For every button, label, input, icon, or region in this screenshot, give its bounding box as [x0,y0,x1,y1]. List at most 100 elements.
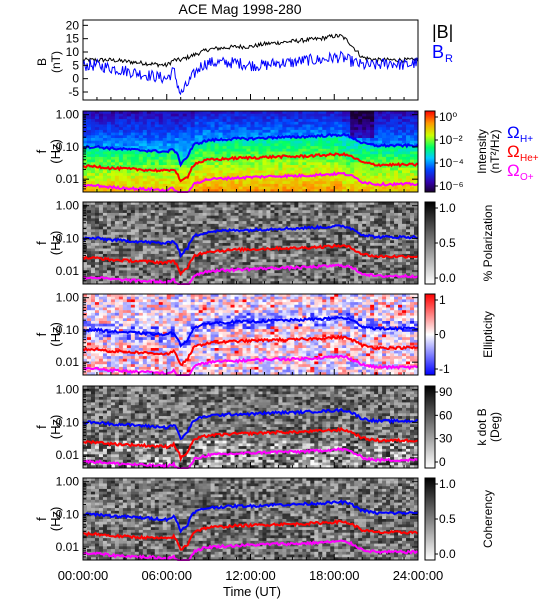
spectrogram-cell [190,229,196,233]
spectrogram-cell [346,202,351,206]
spectrogram-cell [98,215,104,219]
spectrogram-cell [126,127,132,131]
spectrogram-cell [90,116,96,120]
spectrogram-cell [146,243,152,247]
spectrogram-cell [134,267,140,271]
spectrogram-cell [402,186,407,190]
spectrogram-cell [106,212,112,217]
spectrogram-cell [290,240,295,244]
spectrogram-cell [186,278,192,282]
spectrogram-cell [382,178,387,182]
spectrogram-cell [178,248,184,252]
spectrogram-cell [206,119,212,123]
spectrogram-cell [258,170,263,174]
spectrogram-cell [182,167,188,171]
spectrogram-cell [270,162,275,166]
spectrogram-cell [126,218,132,222]
spectrogram-cell [170,175,176,179]
spectrogram-cell [118,124,124,128]
spectrogram-cell [182,151,188,155]
spectrogram-cell [178,210,184,214]
spectrogram-cell [366,151,371,155]
spectrogram-cell [154,267,160,271]
spectrogram-cell [194,232,200,236]
spectrogram-cell [150,178,156,182]
spectrogram-cell [306,116,311,120]
spectrogram-cell [394,237,399,241]
spectrogram-cell [122,253,128,258]
spectrogram-cell [154,146,160,150]
spectrogram-cell [202,140,208,144]
spectrogram-cell [190,215,196,219]
spectrogram-cell [322,212,327,217]
spectrogram-cell [290,229,295,233]
spectrogram-cell [146,256,152,260]
spectrogram-cell [118,202,124,206]
spectrogram-cell [318,124,323,128]
spectrogram-cell [318,156,323,160]
spectrogram-cell [158,210,164,214]
spectrogram-cell [110,165,116,169]
spectrogram-cell [86,218,92,222]
spectrogram-cell [234,167,239,171]
spectrogram-cell [302,267,307,271]
spectrogram-cell [290,243,295,247]
spectrogram-cell [110,226,116,230]
spectrogram-cell [150,119,156,123]
spectrogram-cell [290,165,295,169]
spectrogram-cell [158,267,164,271]
spectrogram-cell [338,116,343,120]
spectrogram-cell [366,215,371,219]
spectrogram-cell [282,119,287,123]
spectrogram-cell [326,124,331,128]
spectrogram-cell [154,237,160,241]
spectrogram-cell [302,178,307,182]
spectrogram-cell [298,121,303,125]
spectrogram-cell [310,119,315,123]
spectrogram-cell [342,162,347,166]
spectrogram-cell [130,262,136,266]
spectrogram-cell [334,267,339,271]
spectrogram-cell [258,243,263,247]
spectrogram-cell [134,243,140,247]
spectrogram-cell [382,256,387,260]
spectrogram-cell [318,146,323,150]
spectrogram-cell [330,111,335,115]
spectrogram-cell [210,124,216,128]
spectrogram-cell [398,124,403,128]
spectrogram-cell [378,113,383,117]
spectrogram-cell [314,270,319,274]
spectrogram-cell [130,111,136,115]
spectrogram-cell [202,234,208,238]
spectrogram-cell [326,151,331,155]
spectrogram-cell [238,202,243,206]
spectrogram-cell [146,156,152,160]
spectrogram-cell [326,275,331,279]
spectrogram-cell [242,237,247,241]
spectrogram-cell [270,251,275,255]
spectrogram-cell [234,218,239,222]
spectrogram-cell [250,207,255,211]
spectrogram-cell [358,210,363,214]
spectrogram-cell [410,146,415,150]
spectrogram-cell [358,218,363,222]
spectrogram-cell [154,202,160,206]
spectrogram-cell [150,146,156,150]
spectrogram-cell [266,264,271,268]
spectrogram-cell [190,116,196,120]
spectrogram-cell [110,253,116,258]
spectrogram-cell [298,189,303,193]
spectrogram-cell [370,186,375,190]
spectrogram-cell [246,204,251,208]
spectrogram-cell [286,210,291,214]
spectrogram-cell [170,181,176,185]
spectrogram-cell [362,256,367,260]
spectrogram-cell [174,267,180,271]
spectrogram-cell [178,232,184,236]
spectrogram-cell [114,259,120,263]
spectrogram-cell [314,207,319,211]
spectrogram-cell [406,129,411,133]
spectrogram-cell [170,140,176,144]
spectrogram-cell [174,215,180,219]
spectrogram-cell [130,243,136,247]
